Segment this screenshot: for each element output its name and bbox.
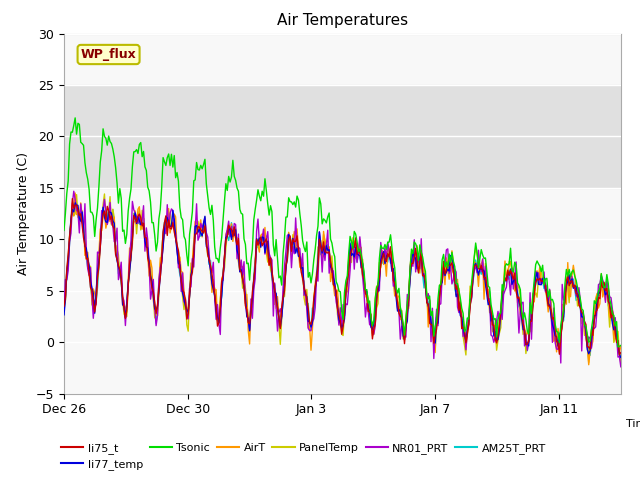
Y-axis label: Air Temperature (C): Air Temperature (C) bbox=[17, 152, 30, 275]
Bar bbox=[64, 85, 621, 188]
Text: WP_flux: WP_flux bbox=[81, 48, 136, 61]
Text: Time: Time bbox=[627, 419, 640, 429]
Legend: li75_t, li77_temp, Tsonic, AirT, PanelTemp, NR01_PRT, AM25T_PRT: li75_t, li77_temp, Tsonic, AirT, PanelTe… bbox=[57, 438, 550, 474]
Title: Air Temperatures: Air Temperatures bbox=[277, 13, 408, 28]
